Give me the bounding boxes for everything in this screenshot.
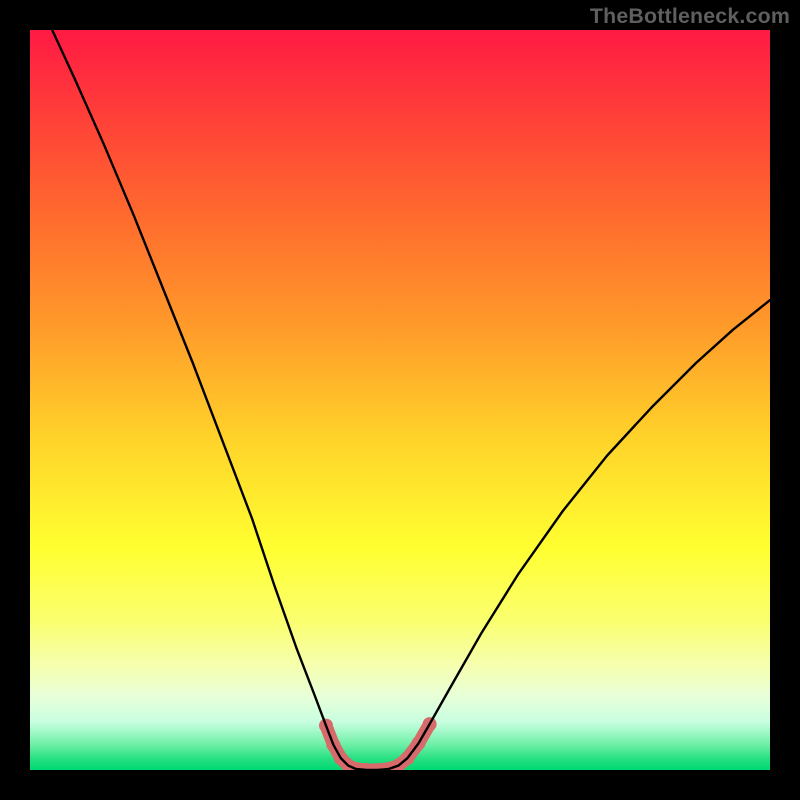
bottleneck-chart bbox=[0, 0, 800, 800]
chart-stage: TheBottleneck.com bbox=[0, 0, 800, 800]
